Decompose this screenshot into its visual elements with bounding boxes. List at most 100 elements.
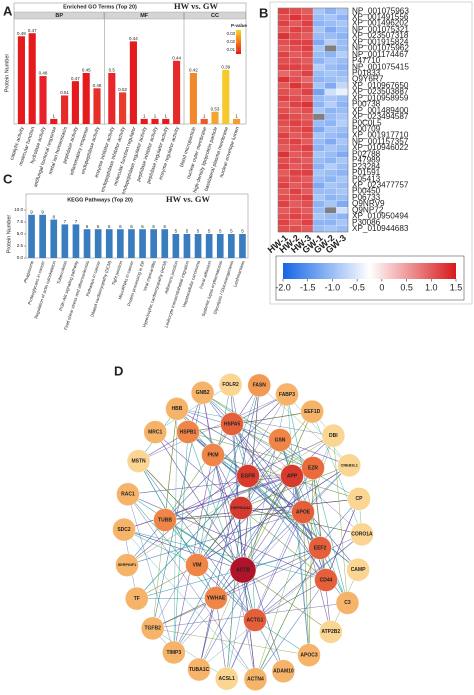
node xyxy=(236,464,260,488)
heatmap-cell xyxy=(336,163,349,171)
node-label: YWHAE xyxy=(207,595,226,601)
heatmap-cell xyxy=(312,200,325,208)
bar xyxy=(61,95,69,124)
x-tick-label: Regulation of actin cytoskeleton xyxy=(33,260,57,320)
node xyxy=(243,608,267,632)
heatmap-cell xyxy=(301,200,314,208)
bar xyxy=(93,88,101,124)
heatmap-cell xyxy=(289,94,302,102)
heatmap-cell xyxy=(277,138,290,146)
node-label: HSPA5 xyxy=(224,421,241,427)
bar-label: 0.47 xyxy=(28,28,37,33)
chart-subtitle: HW vs. GW xyxy=(174,1,219,11)
heatmap-cell xyxy=(336,225,349,233)
edge xyxy=(325,498,360,581)
edge xyxy=(123,529,198,566)
node-label: CAMP xyxy=(351,567,366,573)
colorbar xyxy=(283,263,456,279)
heatmap-cell xyxy=(324,82,337,90)
heatmap-cell xyxy=(336,119,349,127)
heatmap-cell xyxy=(289,26,302,34)
edge xyxy=(152,597,217,629)
bar xyxy=(205,234,213,258)
heatmap-cell xyxy=(324,219,337,227)
heatmap-cell xyxy=(301,182,314,189)
bar xyxy=(39,214,46,258)
heatmap-cell xyxy=(336,132,349,139)
row-label: NP_001075415 xyxy=(352,62,409,71)
heatmap-cell xyxy=(301,20,314,27)
node xyxy=(140,616,165,641)
heatmap-cell xyxy=(277,188,290,195)
heatmap-cell xyxy=(289,144,302,152)
bar-label: 1 xyxy=(53,114,56,119)
heatmap-cell xyxy=(324,119,337,127)
heatmap-cell xyxy=(312,150,325,158)
node-label: CORO1A xyxy=(351,532,373,538)
bar xyxy=(17,36,25,124)
edge xyxy=(164,394,288,521)
heatmap-cell xyxy=(277,169,290,177)
node xyxy=(112,517,136,542)
row-label: XP_023507318 xyxy=(352,31,409,40)
node xyxy=(215,666,239,691)
edge xyxy=(202,392,256,680)
row-label: P0C0L5 xyxy=(352,118,382,127)
bar-label: 0.49 xyxy=(17,31,26,36)
row-label: XP_023494587 xyxy=(352,112,409,121)
row-label: P30086 xyxy=(352,218,381,227)
edge xyxy=(164,423,233,521)
heatmap-cell xyxy=(324,57,337,65)
heatmap-cell xyxy=(336,20,349,27)
bar-label: 0.44 xyxy=(129,36,138,41)
bar-label: 9 xyxy=(30,209,33,214)
node-label: ADAM10 xyxy=(273,669,294,675)
heatmap-cell xyxy=(336,107,349,115)
heatmap-cell xyxy=(277,213,290,220)
node-label: ACTN4 xyxy=(247,677,264,683)
row-label: XP_001496202 xyxy=(352,19,409,28)
heatmap-cell xyxy=(301,63,314,71)
heatmap-cell xyxy=(301,94,314,102)
heatmap-cell xyxy=(277,182,290,189)
chart-title: KEGG Pathways (Top 20) xyxy=(67,197,133,203)
heatmap-cell xyxy=(301,107,314,115)
heatmap-cell xyxy=(277,57,290,65)
edge xyxy=(198,534,363,670)
heatmap-cell xyxy=(336,206,349,214)
node xyxy=(297,643,321,667)
node-label: TGFB2 xyxy=(144,626,161,632)
heatmap-cell xyxy=(289,182,302,189)
heatmap-cell xyxy=(312,14,325,21)
edge xyxy=(187,431,256,621)
heatmap-cell xyxy=(324,175,337,183)
node-label: CP xyxy=(356,496,364,502)
heatmap-cell xyxy=(277,206,290,214)
heatmap-cell xyxy=(324,107,337,115)
bar xyxy=(216,234,224,258)
heatmap-cell xyxy=(312,7,325,15)
bar xyxy=(228,234,235,258)
heatmap-cell xyxy=(312,163,325,171)
heatmap-cell xyxy=(312,157,325,164)
heatmap-cell xyxy=(301,163,314,171)
node xyxy=(229,496,253,520)
row-label: P01591 xyxy=(352,168,381,177)
edge xyxy=(123,475,293,530)
chart-subtitle: HW vs. GW xyxy=(166,194,211,204)
heatmap-cell xyxy=(277,70,290,77)
heatmap-cell xyxy=(289,132,302,139)
heatmap-cell xyxy=(324,126,337,133)
heatmap-cell xyxy=(301,32,314,40)
heatmap-cell xyxy=(324,169,337,177)
edge xyxy=(286,394,350,466)
bar-label: 6 xyxy=(141,224,144,229)
bar xyxy=(71,81,79,124)
heatmap-cell xyxy=(289,200,302,208)
heatmap-cell xyxy=(324,51,337,59)
bar-label: 0.48 xyxy=(39,71,48,76)
heatmap-cell xyxy=(312,101,325,108)
bar xyxy=(50,118,58,124)
